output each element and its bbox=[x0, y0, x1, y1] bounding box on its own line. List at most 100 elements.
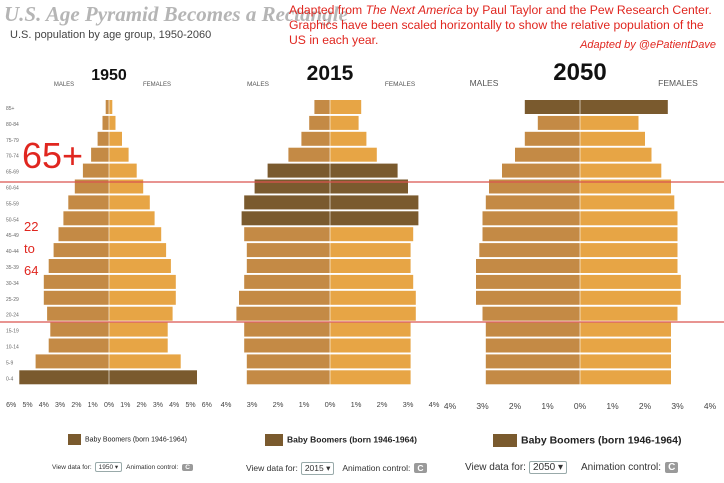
age-label-30-34: 30-34 bbox=[6, 281, 19, 287]
x-tick-label: 4% bbox=[221, 400, 232, 409]
controls-1950: View data for: 1950 ▾ Animation control: C bbox=[52, 462, 193, 472]
label-64: 64 bbox=[24, 263, 38, 278]
x-tick-label: 4% bbox=[39, 402, 49, 409]
male-bar-85+ bbox=[314, 100, 330, 114]
female-bar-75-79 bbox=[580, 131, 645, 146]
female-bar-15-19 bbox=[580, 322, 671, 337]
chart-title: 1950 bbox=[91, 67, 127, 84]
male-bar-5-9 bbox=[485, 354, 581, 369]
female-bar-45-49 bbox=[580, 227, 678, 242]
age-label-75-79: 75-79 bbox=[6, 138, 19, 144]
male-bar-75-79 bbox=[301, 131, 330, 146]
female-bar-85+ bbox=[580, 100, 668, 114]
female-bar-50-54 bbox=[580, 211, 678, 226]
males-label: MALES bbox=[54, 82, 74, 88]
x-tick-label: 3% bbox=[671, 401, 684, 411]
source-note-rest: by Paul Taylor and the Pew Research Cent… bbox=[289, 3, 712, 47]
female-bar-20-24 bbox=[330, 306, 416, 321]
animation-control-button[interactable]: C bbox=[182, 464, 193, 471]
age-label-85+: 85+ bbox=[6, 106, 15, 112]
male-bar-20-24 bbox=[47, 306, 109, 321]
legend-2050: Baby Boomers (born 1946-1964) bbox=[493, 434, 681, 447]
animation-control-button[interactable]: C bbox=[665, 462, 679, 473]
male-bar-75-79 bbox=[524, 131, 581, 146]
age-label-50-54: 50-54 bbox=[6, 217, 19, 223]
male-bar-10-14 bbox=[244, 338, 330, 353]
male-bar-0-4 bbox=[246, 370, 330, 385]
males-label: MALES bbox=[247, 81, 270, 88]
female-bar-10-14 bbox=[580, 338, 671, 353]
chart-title: 2015 bbox=[307, 62, 354, 85]
male-bar-50-54 bbox=[241, 211, 330, 226]
female-bar-10-14 bbox=[109, 338, 168, 353]
x-tick-label: 1% bbox=[299, 400, 310, 409]
animation-control-label: Animation control: bbox=[581, 462, 662, 473]
pyramid-panel-2050: 2050 MALES FEMALES 4% 3% 2% 1% 0% 1% 2% 3% 4% bbox=[444, 59, 717, 411]
x-tick-label: 2% bbox=[509, 401, 522, 411]
male-bar-25-29 bbox=[476, 290, 580, 305]
male-bar-85+ bbox=[105, 100, 109, 114]
female-bar-55-59 bbox=[580, 195, 675, 210]
male-bar-5-9 bbox=[35, 354, 109, 369]
female-bar-70-74 bbox=[330, 147, 377, 162]
age-label-20-24: 20-24 bbox=[6, 313, 19, 319]
age-label-45-49: 45-49 bbox=[6, 233, 19, 239]
female-bar-50-54 bbox=[330, 211, 419, 226]
male-bar-55-59 bbox=[485, 195, 581, 210]
male-bar-70-74 bbox=[288, 147, 330, 162]
male-bar-50-54 bbox=[482, 211, 580, 226]
x-tick-label: 4% bbox=[444, 401, 457, 411]
male-bar-0-4 bbox=[19, 370, 109, 385]
female-bar-35-39 bbox=[580, 259, 678, 273]
age-label-10-14: 10-14 bbox=[6, 345, 19, 351]
age-label-80-84: 80-84 bbox=[6, 122, 19, 128]
female-bar-45-49 bbox=[109, 227, 162, 242]
year-select[interactable]: 1950 ▾ bbox=[94, 462, 123, 472]
age-label-70-74: 70-74 bbox=[6, 154, 19, 160]
year-select[interactable]: 2015 ▾ bbox=[300, 462, 335, 475]
male-bar-45-49 bbox=[244, 227, 330, 242]
pyramid-panel-1950: 1950 MALES FEMALES 0-4 5-9 10-14 15-19 20-24 25-… bbox=[6, 67, 212, 409]
female-bar-45-49 bbox=[330, 227, 414, 242]
page-subtitle: U.S. population by age group, 1950-2060 bbox=[10, 29, 212, 41]
female-bar-25-29 bbox=[580, 290, 681, 305]
male-bar-30-34 bbox=[476, 274, 580, 289]
x-tick-label: 2% bbox=[639, 401, 652, 411]
x-tick-label: 4% bbox=[429, 400, 440, 409]
female-bar-75-79 bbox=[330, 131, 367, 146]
female-bar-80-84 bbox=[330, 115, 359, 130]
female-bar-85+ bbox=[109, 100, 113, 114]
female-bar-60-64 bbox=[330, 179, 408, 194]
female-bar-10-14 bbox=[330, 338, 411, 353]
male-bar-30-34 bbox=[43, 274, 109, 289]
females-label: FEMALES bbox=[658, 78, 698, 88]
male-bar-75-79 bbox=[97, 131, 109, 146]
female-bar-35-39 bbox=[330, 259, 411, 273]
boomer-swatch bbox=[68, 434, 81, 445]
year-select[interactable]: 2050 ▾ bbox=[528, 461, 568, 474]
label-to: to bbox=[24, 241, 35, 256]
age-label-35-39: 35-39 bbox=[6, 265, 19, 271]
female-bar-15-19 bbox=[109, 322, 168, 337]
animation-control-label: Animation control: bbox=[342, 463, 411, 473]
female-bar-50-54 bbox=[109, 211, 155, 226]
male-bar-60-64 bbox=[254, 179, 330, 194]
x-tick-label: 6% bbox=[202, 402, 212, 409]
x-tick-label: 0% bbox=[104, 402, 114, 409]
animation-control-button[interactable]: C bbox=[414, 463, 427, 473]
x-tick-label: 2% bbox=[273, 400, 284, 409]
age-label-65-69: 65-69 bbox=[6, 170, 19, 176]
female-bar-30-34 bbox=[330, 274, 414, 289]
male-bar-70-74 bbox=[515, 147, 580, 162]
legend-2015: Baby Boomers (born 1946-1964) bbox=[265, 434, 417, 446]
male-bar-25-29 bbox=[239, 290, 330, 305]
female-bar-5-9 bbox=[580, 354, 671, 369]
female-bar-20-24 bbox=[580, 306, 678, 321]
male-bar-65-69 bbox=[82, 163, 109, 178]
male-bar-25-29 bbox=[43, 290, 109, 305]
age-label-60-64: 60-64 bbox=[6, 186, 19, 192]
x-tick-label: 1% bbox=[351, 400, 362, 409]
male-bar-85+ bbox=[524, 100, 581, 114]
female-bar-5-9 bbox=[109, 354, 181, 369]
female-bar-55-59 bbox=[109, 195, 150, 210]
